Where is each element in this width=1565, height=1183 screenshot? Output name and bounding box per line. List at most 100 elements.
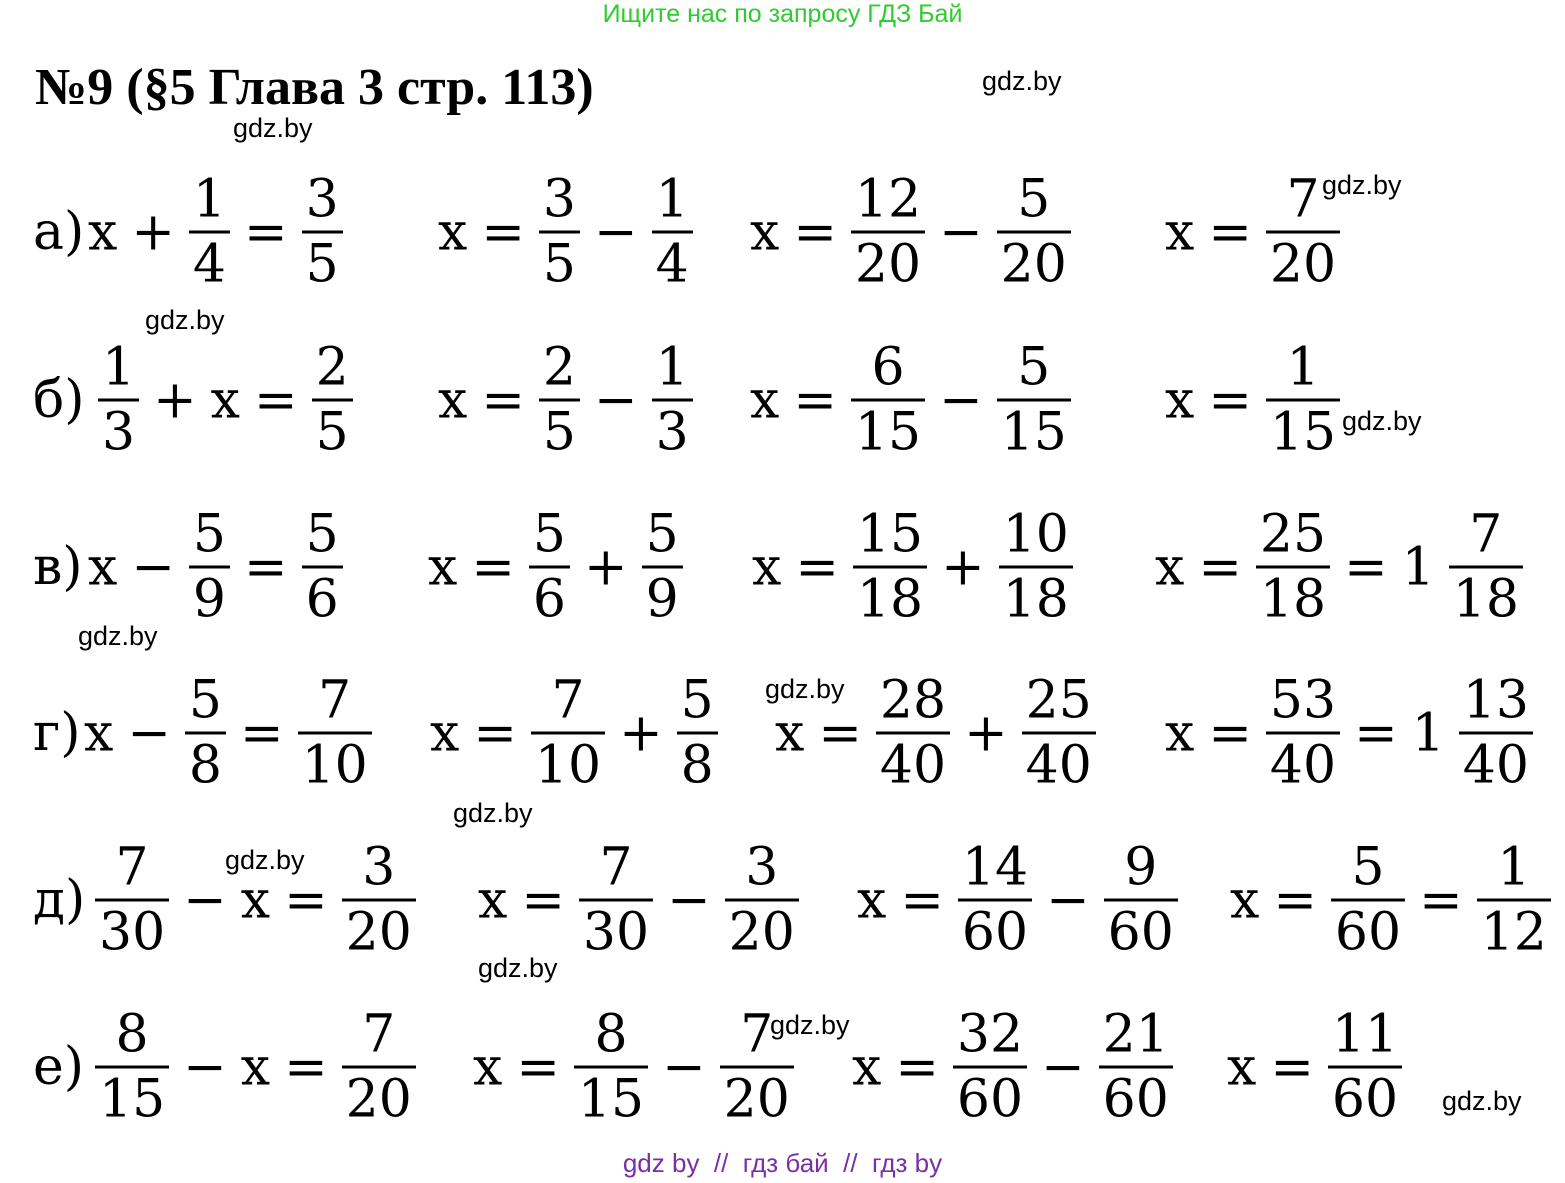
math-token: x: [857, 870, 887, 930]
math-token: 1: [1401, 537, 1435, 597]
math-token: +: [153, 370, 197, 430]
fraction-bar: [998, 565, 1073, 569]
denominator: 15: [577, 1069, 645, 1130]
equation-step: x = 5 6 +5 9: [428, 504, 683, 631]
math-token: −: [131, 537, 175, 597]
equation-step: x = 11 60: [1227, 1004, 1403, 1131]
numerator: 21: [1102, 1004, 1169, 1065]
equation-step: x = 1 15: [1165, 337, 1341, 464]
math-token: −: [594, 202, 638, 262]
math-token: −: [1046, 870, 1090, 930]
equation-step: x = 8 15−7 20: [473, 1004, 794, 1131]
fraction: 7 20: [719, 1004, 794, 1131]
fraction: 13 40: [1458, 670, 1533, 797]
fraction-bar: [297, 731, 372, 735]
fraction-bar: [95, 898, 170, 902]
math-token: +: [619, 703, 663, 763]
fraction: 8 15: [95, 1004, 170, 1131]
numerator: 5: [645, 504, 679, 565]
math-token: x: [210, 370, 240, 430]
denominator: 60: [961, 902, 1029, 963]
row-label: д): [33, 870, 86, 930]
math-token: =: [481, 370, 525, 430]
denominator: 18: [1452, 569, 1519, 630]
math-token: =: [244, 202, 288, 262]
denominator: 18: [1002, 569, 1069, 630]
row-label: в): [33, 537, 83, 597]
fraction-bar: [530, 731, 606, 735]
denominator: 4: [192, 234, 226, 295]
fraction-bar: [578, 898, 654, 902]
denominator: 60: [1334, 902, 1402, 963]
denominator: 40: [1025, 735, 1092, 796]
fraction-bar: [1021, 731, 1096, 735]
math-token: =: [284, 870, 328, 930]
math-token: x: [752, 537, 782, 597]
math-token: x: [428, 537, 458, 597]
watermark: gdz.by: [453, 798, 533, 828]
fraction: 53 40: [1265, 670, 1341, 797]
watermark: gdz.by: [225, 845, 305, 875]
fraction-bar: [1458, 731, 1533, 735]
math-token: =: [900, 870, 944, 930]
math-token: +: [131, 202, 175, 262]
fraction: 8 15: [573, 1004, 649, 1131]
fraction-bar: [852, 565, 928, 569]
watermark: gdz.by: [982, 66, 1062, 96]
math-token: x: [478, 870, 508, 930]
fraction: 6 15: [850, 337, 926, 464]
math-token: x: [240, 1037, 271, 1097]
math-token: =: [1344, 537, 1388, 597]
math-token: =: [793, 370, 837, 430]
denominator: 5: [542, 402, 576, 463]
math-token: x: [1227, 1037, 1257, 1097]
math-token: =: [1270, 1037, 1314, 1097]
numerator: 1: [1286, 337, 1320, 398]
denominator: 9: [645, 569, 679, 630]
math-token: x: [750, 202, 780, 262]
fraction-bar: [1448, 565, 1523, 569]
fraction: 3 20: [341, 837, 416, 964]
equation-step: x = 3 5−1 4: [438, 169, 693, 296]
equation-step: x = 6 15−5 15: [750, 337, 1071, 464]
math-token: x: [750, 370, 780, 430]
fraction: 28 40: [875, 670, 951, 797]
fraction-bar: [538, 398, 580, 402]
math-token: −: [662, 1037, 706, 1097]
math-token: −: [939, 202, 983, 262]
numerator: 15: [856, 504, 924, 565]
watermark: gdz.by: [1342, 406, 1422, 436]
math-token: +: [584, 537, 628, 597]
equation-step: x = 28 40 +25 40: [775, 670, 1096, 797]
fraction: 5 20: [996, 169, 1071, 296]
watermark: gdz.by: [1442, 1086, 1522, 1116]
denominator: 4: [655, 234, 689, 295]
math-token: =: [1208, 703, 1252, 763]
fraction-bar: [1103, 898, 1178, 902]
math-token: =: [795, 537, 839, 597]
fraction-bar: [188, 230, 230, 234]
denominator: 40: [1269, 735, 1337, 796]
numerator: 25: [1025, 670, 1092, 731]
math-token: =: [471, 537, 515, 597]
fraction: 32 60: [952, 1004, 1028, 1131]
math-token: =: [481, 202, 525, 262]
math-token: −: [183, 870, 227, 930]
math-token: =: [895, 1037, 939, 1097]
numerator: 1: [192, 169, 226, 230]
math-token: x: [430, 703, 460, 763]
fraction-bar: [850, 230, 926, 234]
numerator: 25: [1259, 504, 1327, 565]
fraction-bar: [341, 1065, 416, 1069]
numerator: 6: [871, 337, 905, 398]
numerator: 10: [1002, 504, 1069, 565]
denominator: 60: [956, 1069, 1024, 1130]
fraction: 21 60: [1098, 1004, 1173, 1131]
math-token: =: [1354, 703, 1398, 763]
